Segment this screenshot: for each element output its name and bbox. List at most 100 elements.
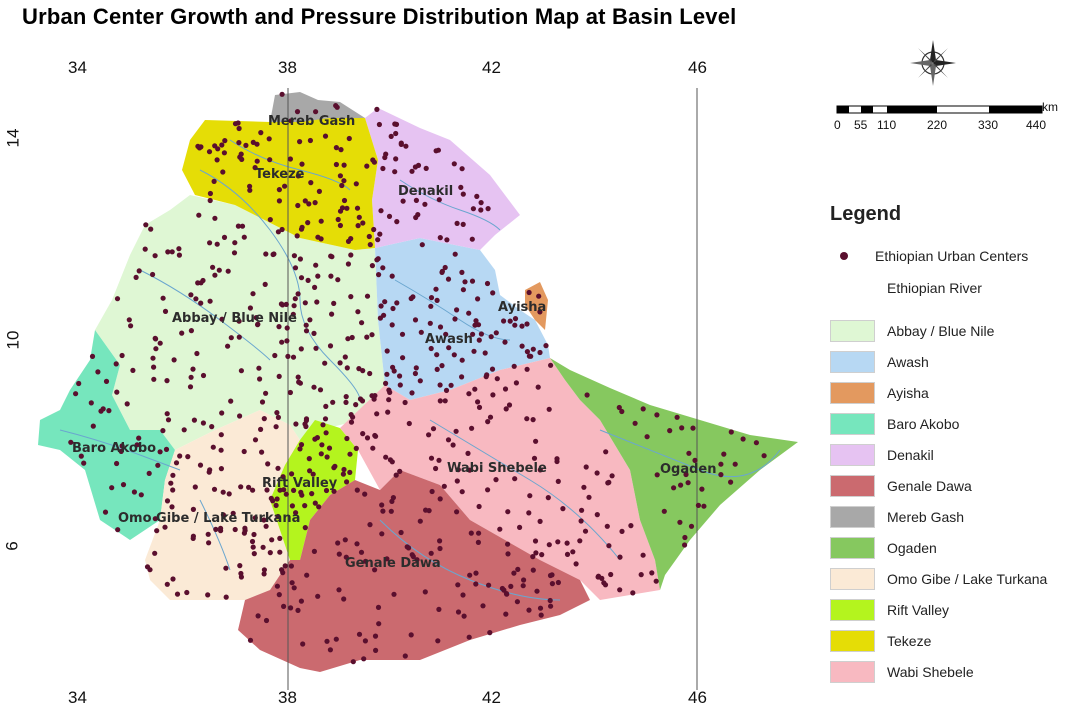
urban-center-dot [402,399,408,406]
urban-center-dot [555,579,562,586]
urban-center-dot [366,233,372,240]
urban-center-dot [331,488,337,494]
urban-center-dot [455,467,461,473]
urban-center-dot [118,448,124,454]
urban-center-dot [372,393,378,399]
urban-center-dot [148,226,154,232]
urban-center-dot [291,487,297,493]
legend-basin-label: Denakil [887,447,934,463]
map-title: Urban Center Growth and Pressure Distrib… [22,4,737,29]
urban-center-dot [267,550,273,556]
urban-center-dot [177,453,183,459]
urban-center-dot [236,334,242,340]
legend-swatch [830,661,875,683]
urban-center-dot [460,221,466,227]
urban-center-dot [548,603,554,609]
urban-center-dot [309,491,315,497]
urban-center-dot [164,581,170,587]
river-line [199,169,361,401]
urban-center-dot [348,294,354,300]
urban-center-dot [364,334,370,340]
urban-center-dot [251,531,257,538]
lon-tick-bottom-34: 34 [68,688,87,707]
urban-center-dot [219,410,225,416]
urban-center-dot [237,413,243,419]
urban-center-dot [237,563,243,569]
urban-center-dot [476,530,482,536]
urban-center-dot [466,634,472,640]
legend-swatch [830,351,875,373]
urban-center-dot [143,222,149,228]
urban-center-dot [374,106,380,112]
urban-center-dot [383,380,389,386]
urban-center-dot [326,445,333,451]
urban-center-dot [170,487,176,493]
urban-center-dot [219,316,225,322]
urban-center-dot [433,465,439,472]
urban-center-dot [701,503,707,509]
urban-center-dot [247,637,254,643]
urban-center-dot [282,563,288,569]
legend-basin-label: Genale Dawa [887,478,972,494]
label-tekeze: Tekeze [255,167,305,182]
urban-center-dot [313,345,319,351]
urban-center-dot [252,515,258,521]
urban-center-dot [136,268,142,274]
urban-center-dot [460,592,466,598]
urban-center-dot [430,426,437,432]
urban-center-dot [465,450,471,456]
urban-center-dot [263,390,269,396]
urban-center-dot [254,158,260,164]
urban-center-dot [535,384,541,390]
urban-center-dot [68,439,74,445]
urban-center-dot [450,442,456,448]
urban-center-dot [81,460,87,466]
urban-center-dot [503,406,509,412]
urban-center-dot [160,295,166,301]
urban-center-dot [236,140,242,146]
urban-center-dot [345,336,351,342]
urban-center-dot [316,504,322,510]
urban-center-dot [78,453,84,459]
urban-center-dot [255,613,261,619]
label-baro-akobo: Baro Akobo [72,441,156,456]
urban-center-dot [130,367,136,373]
urban-center-dot [379,502,385,508]
urban-center-dot [630,590,636,596]
urban-center-dot [126,317,132,323]
urban-center-dot [150,355,156,361]
urban-center-dot [238,570,244,577]
urban-center-dot [318,451,324,457]
urban-center-dot [119,443,125,449]
basin-genale-dawa [238,470,590,672]
urban-center-dot [192,484,198,490]
urban-center-dot [120,482,127,488]
urban-center-dot [345,261,351,267]
urban-center-dot [316,188,322,194]
urban-center-dot [323,430,329,436]
urban-center-dot [297,139,303,145]
urban-center-dot [436,457,442,463]
river-line [379,519,561,601]
urban-center-dot [357,396,364,402]
urban-center-dot [536,293,542,299]
urban-center-dot [223,565,229,571]
urban-center-dot [488,334,494,340]
urban-center-dot [163,446,170,452]
urban-center-dot [350,659,356,665]
urban-center-dot [236,125,242,132]
urban-center-dot [250,291,256,297]
urban-center-dot [370,157,376,163]
urban-center-dot [384,556,390,562]
urban-center-dot [583,464,589,470]
urban-center-dot [318,218,324,224]
label-abbay: Abbay / Blue Nile [172,311,297,326]
urban-center-dot [400,198,406,204]
urban-center-dot [239,156,245,162]
legend: Legend Ethiopian Urban Centers Ethiopian… [830,203,1080,683]
urban-center-dot [344,365,350,371]
urban-center-dot [252,437,259,443]
urban-center-dot [413,197,419,203]
urban-center-dot [679,425,685,431]
